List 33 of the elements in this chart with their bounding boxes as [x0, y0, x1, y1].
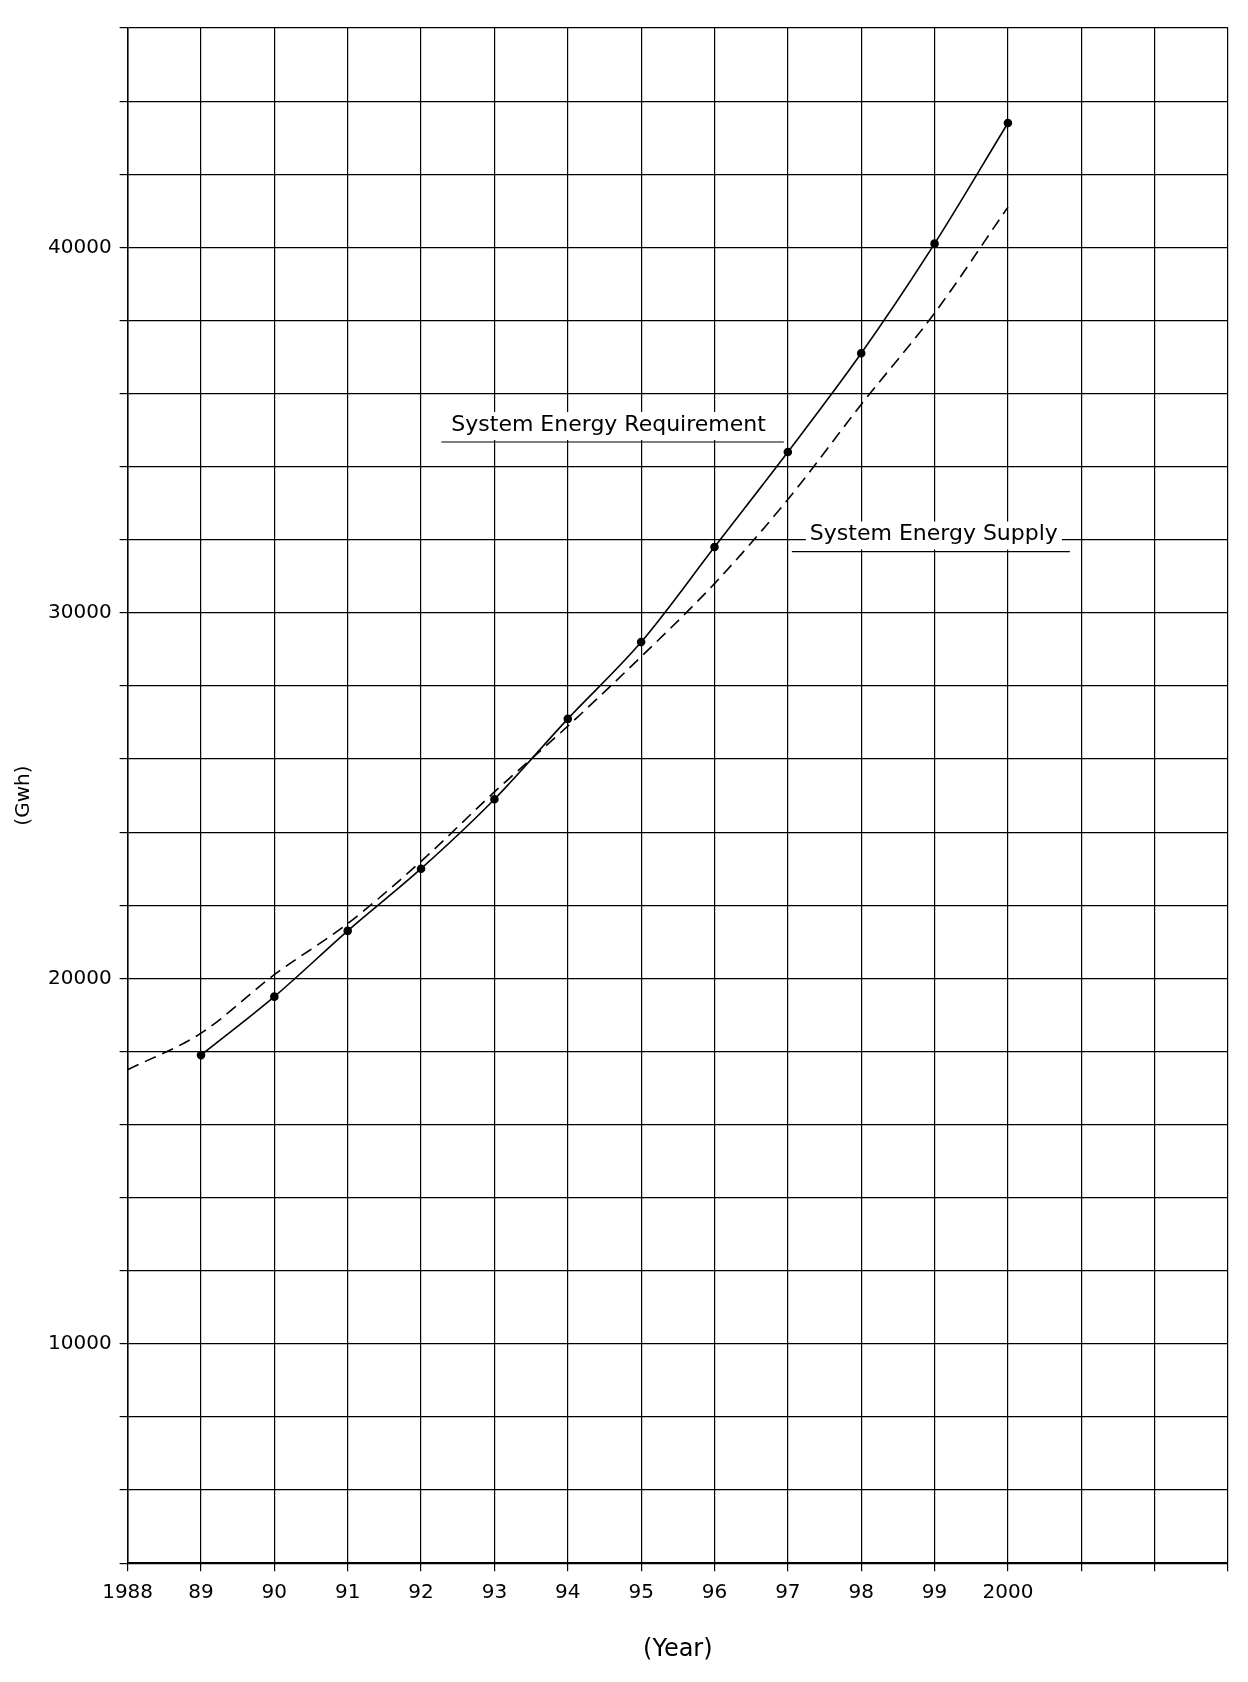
x-tick-label: 97: [775, 1579, 801, 1604]
y-tick-label: 20000: [48, 964, 112, 989]
x-tick-label: 90: [261, 1579, 288, 1604]
x-tick-label: 1988: [102, 1579, 154, 1604]
series-label: System Energy Supply: [809, 520, 1058, 546]
point: [343, 926, 352, 936]
point: [1003, 118, 1013, 128]
point: [783, 447, 793, 457]
point: [270, 992, 279, 1001]
point: [930, 239, 939, 248]
y-tick-label: 30000: [48, 599, 112, 624]
y-tick-label: 10000: [48, 1330, 112, 1355]
point: [856, 349, 866, 358]
x-tick-label: 93: [481, 1579, 508, 1604]
point: [196, 1050, 206, 1060]
point: [563, 714, 573, 724]
point: [710, 542, 719, 552]
x-tick-label: 89: [188, 1579, 214, 1604]
y-axis-title: (Gwh): [10, 765, 35, 826]
series-label: System Energy Requirement: [451, 410, 767, 436]
x-tick-label: 92: [408, 1579, 434, 1604]
x-tick-label: 99: [921, 1579, 948, 1604]
point: [416, 864, 426, 874]
x-axis-title: (Year): [643, 1633, 713, 1662]
x-tick-label: 94: [555, 1579, 581, 1604]
x-tick-label: 91: [334, 1579, 361, 1604]
y-tick-label: 40000: [48, 233, 112, 258]
point: [636, 637, 646, 647]
x-tick-label: 2000: [982, 1579, 1034, 1604]
point: [490, 794, 499, 804]
x-tick-label: 96: [701, 1579, 728, 1604]
x-tick-label: 98: [848, 1579, 874, 1604]
x-tick-label: 95: [628, 1579, 654, 1604]
